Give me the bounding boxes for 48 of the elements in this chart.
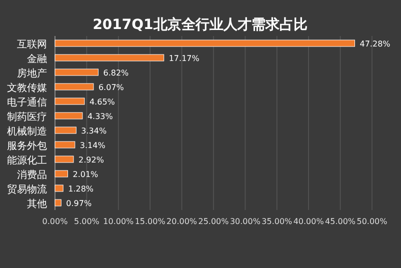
data-label: 1.28% xyxy=(68,184,94,194)
x-tick-label: 10.00% xyxy=(103,217,134,226)
x-tick-label: 40.00% xyxy=(293,217,324,226)
bar xyxy=(54,112,83,120)
data-label: 17.17% xyxy=(168,54,200,63)
data-label: 3.14% xyxy=(80,140,106,150)
x-tick-label: 35.00% xyxy=(262,217,293,226)
x-tick-label: 15.00% xyxy=(134,217,166,226)
x-tick-label: 45.00% xyxy=(325,217,356,226)
data-label: 3.34% xyxy=(81,126,107,136)
bar xyxy=(54,83,94,90)
y-tick-label: 互联网 xyxy=(17,38,47,50)
data-label: 6.07% xyxy=(98,82,124,92)
y-tick-label: 机械制造 xyxy=(7,125,47,138)
data-label: 0.97% xyxy=(66,198,92,208)
data-label: 4.33% xyxy=(87,112,114,121)
y-tick-label: 能源化工 xyxy=(7,154,47,166)
data-label: 6.82% xyxy=(103,68,130,78)
chart-title: 2017Q1北京全行业人才需求占比 xyxy=(92,16,308,33)
y-tick-label: 贸易物流 xyxy=(7,183,47,196)
y-tick-label: 房地产 xyxy=(17,67,47,80)
bar xyxy=(54,199,62,206)
y-tick-label: 电子通信 xyxy=(7,96,47,108)
bar xyxy=(54,141,76,148)
bar xyxy=(54,170,68,178)
bar xyxy=(54,156,74,163)
data-label: 4.65% xyxy=(89,97,116,106)
data-label: 2.92% xyxy=(78,155,104,164)
y-tick-label: 制药医疗 xyxy=(7,110,47,123)
y-tick-label: 其他 xyxy=(27,198,47,210)
x-tick-label: 30.00% xyxy=(230,217,261,226)
bar xyxy=(54,126,76,134)
x-tick-label: 25.00% xyxy=(198,217,230,226)
bar xyxy=(54,184,64,192)
data-label: 47.28% xyxy=(360,39,391,48)
bar xyxy=(54,40,356,47)
x-tick-label: 20.00% xyxy=(166,217,198,226)
y-tick-label: 金融 xyxy=(27,52,47,65)
bar xyxy=(54,68,98,76)
y-tick-label: 文教传媒 xyxy=(7,82,47,94)
y-tick-label: 消费品 xyxy=(17,168,47,181)
x-tick-label: 50.00% xyxy=(356,217,388,226)
x-tick-label: 0.00% xyxy=(42,217,68,226)
y-tick-label: 服务外包 xyxy=(7,140,47,152)
x-tick-label: 5.00% xyxy=(74,217,100,226)
bar xyxy=(54,54,164,62)
data-label: 2.01% xyxy=(72,170,99,179)
bar xyxy=(54,98,85,105)
